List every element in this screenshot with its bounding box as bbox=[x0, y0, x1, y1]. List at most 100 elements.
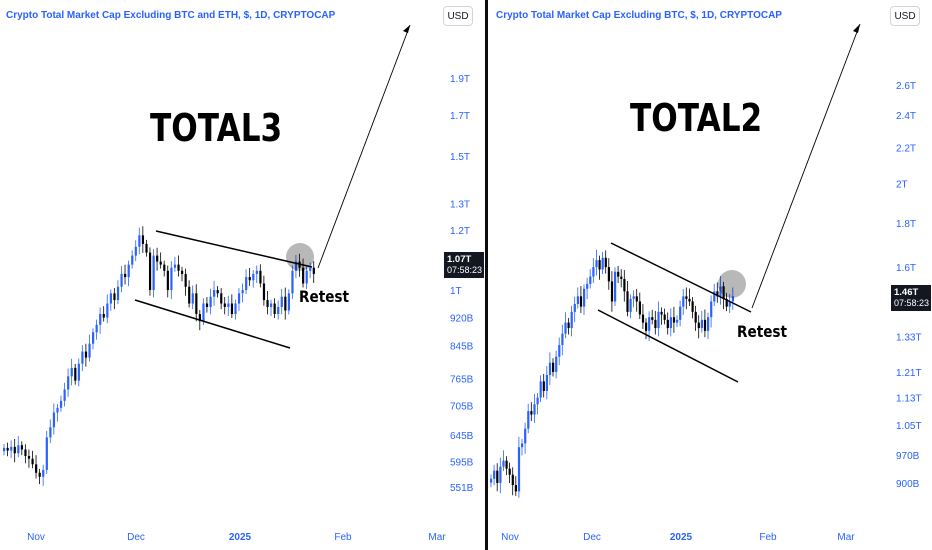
candle-body bbox=[694, 311, 697, 323]
last-price-badge: 1.46T 07:58:23 bbox=[891, 285, 931, 311]
candle-body bbox=[614, 271, 617, 302]
candle-body bbox=[728, 301, 731, 307]
y-tick-label: 845B bbox=[450, 342, 474, 353]
candle-body bbox=[45, 437, 48, 470]
candle-body bbox=[116, 286, 120, 301]
chart-title: Crypto Total Market Cap Excluding BTC, $… bbox=[496, 10, 782, 21]
candle-body bbox=[92, 332, 95, 344]
channel-line bbox=[610, 242, 752, 313]
candle-body bbox=[202, 303, 205, 322]
candle-body bbox=[691, 301, 694, 312]
y-tick-label: 2.6T bbox=[896, 81, 916, 92]
y-tick-label: 2.4T bbox=[896, 111, 916, 122]
candle-body bbox=[266, 300, 269, 307]
candle-body bbox=[252, 273, 255, 281]
candle-body bbox=[6, 447, 9, 451]
candle-body bbox=[536, 397, 539, 405]
y-tick-label: 900B bbox=[896, 479, 920, 490]
candle-body bbox=[74, 367, 77, 381]
candle-body bbox=[629, 298, 632, 312]
y-tick-label: 1.33T bbox=[896, 332, 922, 343]
panel-divider[interactable] bbox=[485, 0, 488, 550]
candle-body bbox=[570, 311, 573, 329]
candle-body bbox=[59, 400, 63, 408]
last-price-value: 1.46T bbox=[894, 287, 919, 298]
y-tick-label: 920B bbox=[450, 314, 474, 325]
candle-body bbox=[669, 317, 672, 329]
chart-plot-total3[interactable]: 1.9T1.7T1.5T1.3T1.2T1.1T1T920B845B765B70… bbox=[0, 0, 485, 550]
chart-panel-total2[interactable]: 2.6T 2.4T 2.2T 2T 1.8T 1.6T 1.33T 1.21T 1.13T 1.0… bbox=[488, 0, 932, 550]
candle-body bbox=[20, 445, 23, 450]
candle-body bbox=[657, 311, 660, 329]
candle-body bbox=[521, 443, 524, 448]
candle-body bbox=[707, 317, 710, 331]
candle-body bbox=[177, 264, 180, 271]
candle-body bbox=[156, 255, 159, 262]
candle-body bbox=[598, 260, 601, 270]
candle-body bbox=[188, 286, 191, 304]
chart-plot-total2[interactable]: 2.6T 2.4T 2.2T 2T 1.8T 1.6T 1.33T 1.21T 1.13T 1.0… bbox=[488, 0, 932, 550]
candle-body bbox=[558, 344, 561, 357]
candle-body bbox=[166, 270, 169, 291]
candle-body bbox=[49, 427, 52, 438]
candle-body bbox=[635, 296, 638, 302]
candle-body bbox=[731, 296, 734, 302]
candle-body bbox=[312, 267, 315, 274]
candle-body bbox=[134, 246, 137, 256]
candle-body bbox=[138, 235, 141, 247]
candle-body bbox=[648, 317, 651, 331]
candle-body bbox=[67, 376, 70, 390]
candle-body bbox=[148, 252, 152, 291]
candle-body bbox=[725, 298, 728, 307]
x-tick-label: Dec bbox=[583, 532, 601, 543]
candle-body bbox=[106, 303, 109, 318]
candle-body bbox=[152, 255, 155, 291]
candle-body bbox=[88, 343, 91, 358]
candle-body bbox=[27, 455, 31, 459]
big-label: TOTAL3 bbox=[150, 106, 283, 150]
chart-panel-total3[interactable]: 1.9T1.7T1.5T1.3T1.2T1.1T1T920B845B765B70… bbox=[0, 0, 485, 550]
candle-body bbox=[35, 464, 38, 473]
candle-body bbox=[524, 428, 527, 444]
candle-body bbox=[216, 290, 219, 294]
candle-body bbox=[617, 271, 620, 277]
candle-body bbox=[589, 276, 592, 284]
candle-body bbox=[511, 474, 514, 486]
candle-body bbox=[77, 363, 80, 381]
candle-body bbox=[198, 314, 201, 322]
currency-button[interactable]: USD bbox=[443, 6, 473, 26]
candle-body bbox=[17, 445, 20, 454]
y-tick-label: 1.6T bbox=[896, 263, 916, 274]
candle-body bbox=[623, 279, 626, 292]
channel-line bbox=[134, 299, 291, 349]
y-tick-label: 2.2T bbox=[896, 144, 916, 155]
candle-body bbox=[660, 311, 663, 315]
candle-body bbox=[710, 301, 713, 318]
candle-body bbox=[120, 273, 123, 287]
candle-body bbox=[533, 404, 536, 415]
big-label: TOTAL2 bbox=[630, 96, 763, 140]
candle-body bbox=[499, 466, 502, 483]
candle-body bbox=[56, 407, 59, 413]
candle-body bbox=[309, 267, 312, 271]
candle-body bbox=[81, 351, 84, 364]
candle-body bbox=[722, 286, 725, 299]
projection-arrow-line bbox=[751, 23, 861, 309]
currency-button[interactable]: USD bbox=[890, 6, 920, 26]
candle-body bbox=[13, 446, 16, 454]
candle-body bbox=[302, 267, 305, 284]
chart-title: Crypto Total Market Cap Excluding BTC an… bbox=[6, 10, 336, 21]
candle-body bbox=[173, 264, 177, 268]
candle-body bbox=[291, 270, 294, 294]
candle-body bbox=[632, 296, 635, 299]
candle-body bbox=[682, 296, 685, 307]
y-tick-label: 705B bbox=[450, 401, 474, 412]
candle-body bbox=[700, 319, 703, 329]
candle-body bbox=[131, 255, 134, 265]
candle-body bbox=[95, 324, 98, 333]
candle-body bbox=[638, 301, 641, 315]
candle-body bbox=[42, 469, 45, 477]
candle-body bbox=[305, 270, 308, 284]
y-tick-label: 1.8T bbox=[896, 219, 916, 230]
candle-body bbox=[555, 356, 558, 372]
